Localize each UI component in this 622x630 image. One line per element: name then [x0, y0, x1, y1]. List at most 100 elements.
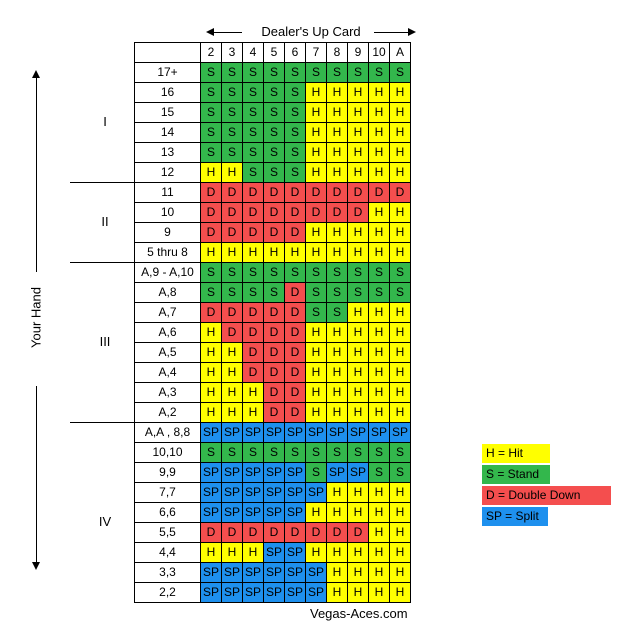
action-cell: D [263, 342, 285, 363]
action-cell: H [368, 542, 390, 563]
action-cell: SP [263, 562, 285, 583]
action-cell: S [221, 142, 243, 163]
action-cell: S [263, 282, 285, 303]
action-cell: SP [221, 502, 243, 523]
action-cell: S [263, 142, 285, 163]
action-cell: H [305, 122, 327, 143]
action-cell: S [263, 262, 285, 283]
action-cell: D [305, 522, 327, 543]
action-cell: D [242, 342, 264, 363]
action-cell: H [221, 242, 243, 263]
action-cell: SP [305, 582, 327, 603]
player-hand-label: 14 [134, 122, 201, 143]
action-cell: H [347, 122, 369, 143]
table-row: 2,2 SP SP SP SP SP SP H H H H [134, 582, 411, 603]
dealer-card-header: 4 [242, 42, 264, 63]
action-cell: D [284, 402, 306, 423]
action-cell: SP [347, 462, 369, 483]
action-cell: H [326, 242, 348, 263]
action-cell: D [263, 402, 285, 423]
table-row: A,8 S S S S D S S S S S [134, 282, 411, 303]
action-cell: D [221, 222, 243, 243]
legend: H = Hit S = Stand D = Double Down SP = Spli… [482, 444, 611, 528]
action-cell: H [263, 242, 285, 263]
action-cell: SP [221, 562, 243, 583]
action-cell: SP [263, 582, 285, 603]
action-cell: D [263, 222, 285, 243]
group-label: I [103, 114, 107, 129]
action-cell: SP [284, 502, 306, 523]
action-cell: S [326, 62, 348, 83]
action-cell: D [263, 322, 285, 343]
action-cell: D [221, 182, 243, 203]
action-cell: H [389, 202, 411, 223]
action-cell: H [326, 222, 348, 243]
action-cell: H [305, 382, 327, 403]
table-row: 7,7 SP SP SP SP SP SP H H H H [134, 482, 411, 503]
axis-line-bottom [36, 386, 37, 564]
action-cell: D [263, 382, 285, 403]
action-cell: H [389, 82, 411, 103]
dealer-card-header: 6 [284, 42, 306, 63]
action-cell: H [326, 122, 348, 143]
action-cell: S [263, 82, 285, 103]
action-cell: SP [221, 462, 243, 483]
action-cell: H [326, 82, 348, 103]
player-hand-label: 17+ [134, 62, 201, 83]
action-cell: S [221, 122, 243, 143]
action-cell: H [305, 242, 327, 263]
action-cell: S [221, 62, 243, 83]
action-cell: H [326, 402, 348, 423]
player-hand-label: 13 [134, 142, 201, 163]
action-cell: D [263, 182, 285, 203]
action-cell: SP [263, 482, 285, 503]
action-cell: S [221, 102, 243, 123]
action-cell: H [221, 342, 243, 363]
player-hand-label: A,A , 8,8 [134, 422, 201, 443]
action-cell: SP [200, 462, 222, 483]
table-row: 3,3 SP SP SP SP SP SP H H H H [134, 562, 411, 583]
action-cell: S [263, 102, 285, 123]
action-cell: H [389, 382, 411, 403]
action-cell: H [389, 322, 411, 343]
action-cell: H [368, 242, 390, 263]
dealer-card-header: 7 [305, 42, 327, 63]
group-label: II [101, 214, 109, 229]
action-cell: D [284, 222, 306, 243]
action-cell: D [284, 202, 306, 223]
table-row: A,5 H H D D D H H H H H [134, 342, 411, 363]
action-cell: H [200, 382, 222, 403]
action-cell: SP [242, 482, 264, 503]
action-cell: S [368, 442, 390, 463]
action-cell: H [200, 342, 222, 363]
action-cell: SP [242, 422, 264, 443]
action-cell: H [347, 342, 369, 363]
action-cell: H [326, 562, 348, 583]
table-row: A,3 H H H D D H H H H H [134, 382, 411, 403]
action-cell: H [242, 242, 264, 263]
action-cell: S [305, 462, 327, 483]
player-hand-label: 4,4 [134, 542, 201, 563]
table-row: 17+ S S S S S S S S S S [134, 62, 411, 83]
table-row: 10 D D D D D D D D H H [134, 202, 411, 223]
action-cell: S [368, 62, 390, 83]
action-cell: S [389, 442, 411, 463]
action-cell: D [242, 322, 264, 343]
action-cell: H [326, 582, 348, 603]
action-cell: H [347, 162, 369, 183]
table-row: 5,5 D D D D D D D D H H [134, 522, 411, 543]
action-cell: S [284, 102, 306, 123]
action-cell: H [368, 142, 390, 163]
action-cell: D [242, 182, 264, 203]
action-cell: H [368, 562, 390, 583]
action-cell: H [389, 362, 411, 383]
action-cell: H [200, 242, 222, 263]
action-cell: SP [242, 562, 264, 583]
action-cell: S [284, 62, 306, 83]
action-cell: S [284, 82, 306, 103]
player-hand-label: 10 [134, 202, 201, 223]
dealer-up-card-header: Dealer's Up Card [206, 23, 416, 41]
action-cell: S [284, 262, 306, 283]
footer-site-name: Vegas-Aces.com [310, 606, 408, 621]
